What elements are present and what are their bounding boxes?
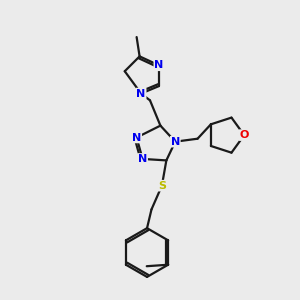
Text: S: S	[158, 181, 166, 191]
Text: N: N	[136, 88, 146, 98]
Text: O: O	[239, 130, 249, 140]
Text: N: N	[171, 137, 180, 147]
Text: N: N	[138, 154, 147, 164]
Text: N: N	[154, 60, 164, 70]
Text: N: N	[132, 133, 141, 142]
